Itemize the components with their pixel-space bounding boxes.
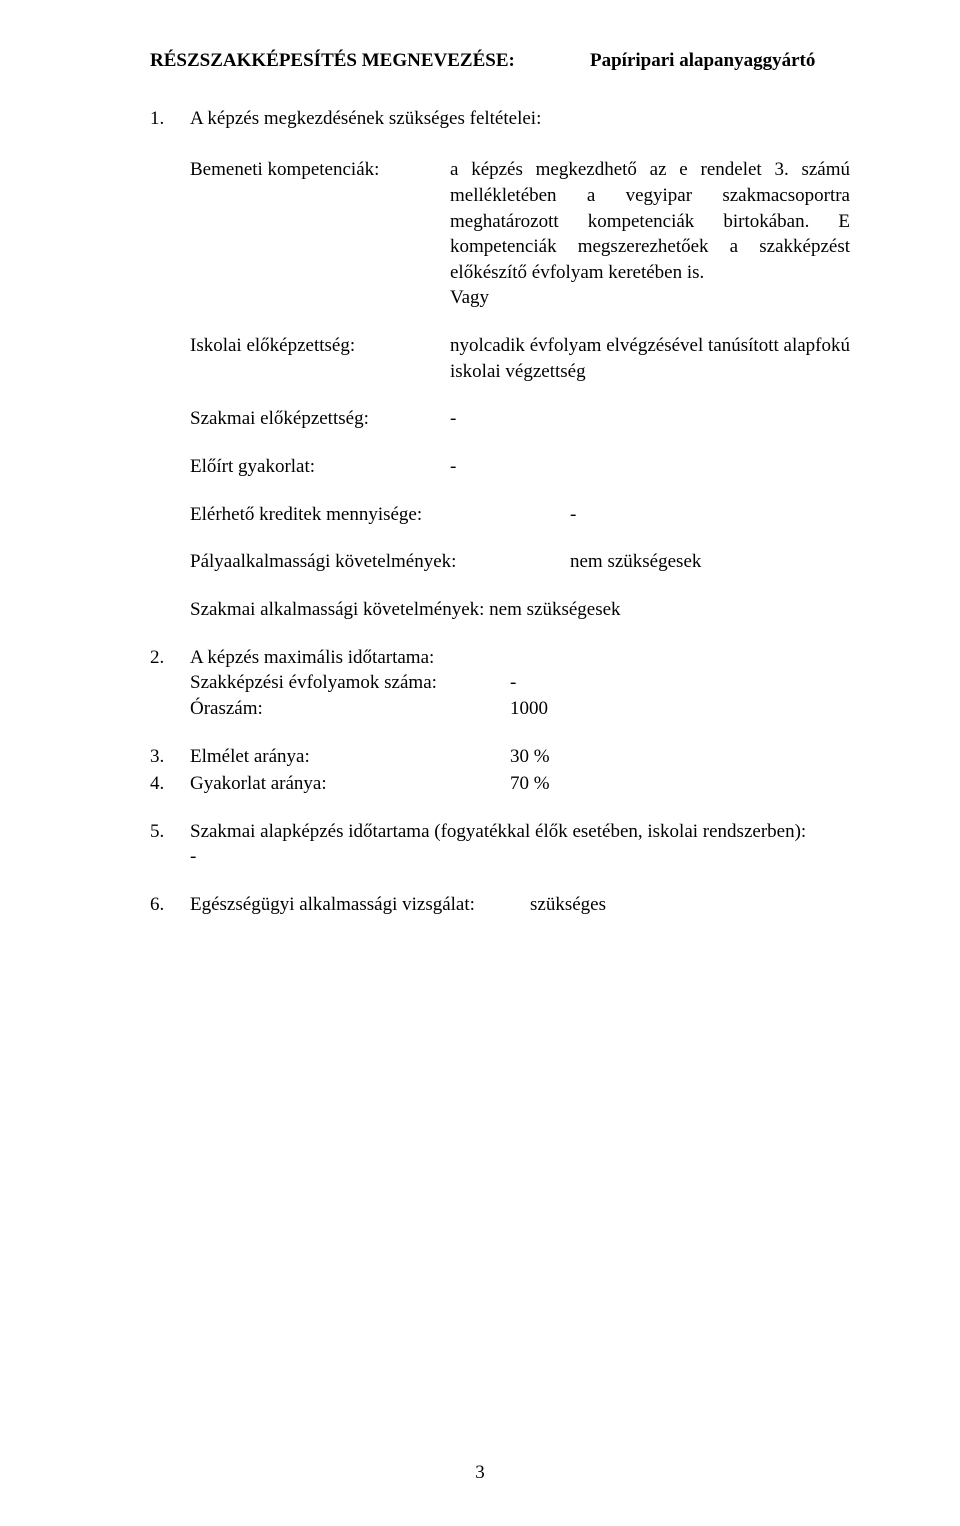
section-5-row: 5. Szakmai alapképzés időtartama (fogyat… — [150, 819, 850, 870]
evfolyam-row: Szakképzési évfolyamok száma: - — [190, 670, 850, 696]
bemeneti-label: Bemeneti kompetenciák: — [190, 157, 450, 311]
bemeneti-value: a képzés megkezdhető az e rendelet 3. sz… — [450, 157, 850, 311]
iskolai-label: Iskolai előképzettség: — [190, 333, 450, 384]
eloirt-label: Előírt gyakorlat: — [190, 454, 450, 480]
oraszam-row: Óraszám: 1000 — [190, 696, 850, 722]
szakmai-label: Szakmai előképzettség: — [190, 406, 450, 432]
section-1-title: A képzés megkezdésének szükséges feltéte… — [190, 106, 850, 132]
section-3-label: Elmélet aránya: — [190, 744, 510, 770]
kreditek-value: - — [570, 502, 850, 528]
section-5-dash: - — [190, 844, 850, 870]
header-value: Papíripari alapanyaggyártó — [590, 48, 850, 74]
section-1-number: 1. — [150, 106, 190, 132]
evfolyam-value: - — [510, 670, 850, 696]
bemeneti-vagy: Vagy — [450, 287, 489, 308]
page-number: 3 — [0, 1460, 960, 1486]
section-5-number: 5. — [150, 819, 190, 845]
eloirt-value: - — [450, 454, 850, 480]
section-4-label: Gyakorlat aránya: — [190, 771, 510, 797]
section-3-number: 3. — [150, 744, 190, 770]
section-3-value: 30 % — [510, 744, 850, 770]
palya-value: nem szükségesek — [570, 549, 850, 575]
page-container: RÉSZSZAKKÉPESÍTÉS MEGNEVEZÉSE: Papíripar… — [0, 0, 960, 1526]
section-4-number: 4. — [150, 771, 190, 797]
section-4-value: 70 % — [510, 771, 850, 797]
section-2-row: 2. A képzés maximális időtartama: Szakké… — [150, 645, 850, 722]
section-1-title-row: 1. A képzés megkezdésének szükséges felt… — [150, 106, 850, 132]
header-row: RÉSZSZAKKÉPESÍTÉS MEGNEVEZÉSE: Papíripar… — [150, 48, 850, 74]
bemeneti-row: Bemeneti kompetenciák: a képzés megkezdh… — [150, 157, 850, 311]
header-label: RÉSZSZAKKÉPESÍTÉS MEGNEVEZÉSE: — [150, 48, 590, 74]
kreditek-label: Elérhető kreditek mennyisége: — [190, 502, 570, 528]
section-3-row: 3. Elmélet aránya: 30 % — [150, 744, 850, 770]
section-2-number: 2. — [150, 645, 190, 671]
palya-label: Pályaalkalmassági követelmények: — [190, 549, 570, 575]
bemeneti-text: a képzés megkezdhető az e rendelet 3. sz… — [450, 159, 850, 283]
section-4-row: 4. Gyakorlat aránya: 70 % — [150, 771, 850, 797]
eloirt-row: Előírt gyakorlat: - — [150, 454, 850, 480]
szakmai-row: Szakmai előképzettség: - — [150, 406, 850, 432]
section-6-row: 6. Egészségügyi alkalmassági vizsgálat: … — [150, 892, 850, 918]
iskolai-value: nyolcadik évfolyam elvégzésével tanúsíto… — [450, 333, 850, 384]
szakalk-line: Szakmai alkalmassági követelmények: nem … — [150, 597, 850, 623]
section-6-number: 6. — [150, 892, 190, 918]
section-2-body: A képzés maximális időtartama: Szakképzé… — [190, 645, 850, 722]
section-5-body: Szakmai alapképzés időtartama (fogyatékk… — [190, 819, 850, 870]
oraszam-value: 1000 — [510, 696, 850, 722]
oraszam-label: Óraszám: — [190, 696, 510, 722]
palya-row: Pályaalkalmassági követelmények: nem szü… — [150, 549, 850, 575]
section-6-value: szükséges — [530, 892, 850, 918]
szakmai-value: - — [450, 406, 850, 432]
iskolai-row: Iskolai előképzettség: nyolcadik évfolya… — [150, 333, 850, 384]
kreditek-row: Elérhető kreditek mennyisége: - — [150, 502, 850, 528]
section-6-label: Egészségügyi alkalmassági vizsgálat: — [190, 892, 530, 918]
evfolyam-label: Szakképzési évfolyamok száma: — [190, 670, 510, 696]
section-2-title: A képzés maximális időtartama: — [190, 645, 850, 671]
spacer — [150, 722, 850, 744]
section-5-text: Szakmai alapképzés időtartama (fogyatékk… — [190, 819, 850, 845]
